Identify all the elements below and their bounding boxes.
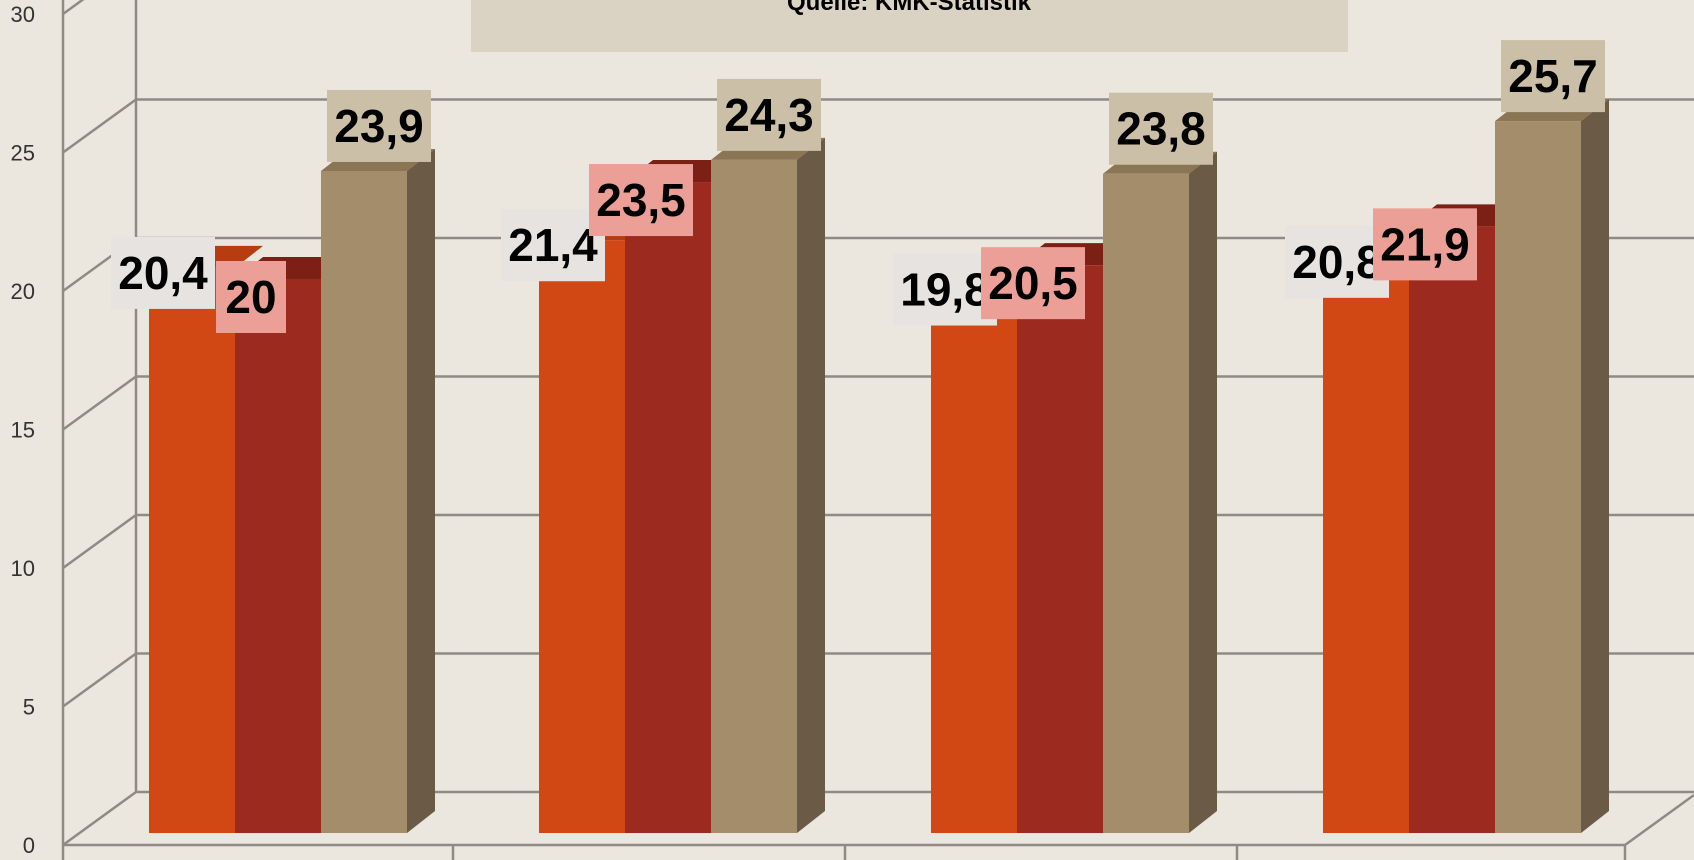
bar-side xyxy=(1581,99,1609,834)
data-label: 21,4 xyxy=(508,219,598,271)
bar xyxy=(235,279,321,833)
bar-side xyxy=(797,137,825,833)
side-gridline xyxy=(62,652,137,708)
data-label-bg xyxy=(589,164,693,237)
data-label: 20,5 xyxy=(988,257,1078,309)
data-label-bg xyxy=(501,209,605,282)
source-box xyxy=(471,0,1348,52)
data-label-bg xyxy=(981,247,1085,320)
side-gridline xyxy=(62,98,137,154)
bar xyxy=(1017,265,1103,833)
data-label-bg xyxy=(1501,40,1605,113)
data-label-bg xyxy=(327,89,431,162)
bar xyxy=(149,267,235,833)
bar xyxy=(1495,121,1581,834)
data-label-bg xyxy=(1373,208,1477,281)
y-tick-label: 0 xyxy=(23,833,35,858)
data-label: 20,8 xyxy=(1292,236,1382,288)
data-label-bg xyxy=(111,236,215,309)
data-label: 23,5 xyxy=(596,174,686,226)
data-label-bg xyxy=(216,261,286,333)
bar-side xyxy=(407,148,435,834)
data-label-bg xyxy=(1285,225,1389,298)
floor-right-edge xyxy=(1624,793,1694,847)
data-label: 23,8 xyxy=(1116,103,1206,155)
bar xyxy=(931,284,1017,833)
bar xyxy=(1323,256,1409,834)
data-label: 20 xyxy=(225,271,276,323)
y-tick-label: 25 xyxy=(11,141,35,166)
side-gridline xyxy=(62,0,85,16)
bar-side xyxy=(1189,151,1217,834)
data-label-bg xyxy=(893,253,997,326)
data-label: 23,9 xyxy=(334,100,424,152)
side-gridline xyxy=(62,790,137,847)
data-label: 24,3 xyxy=(724,89,814,141)
y-tick-label: 20 xyxy=(11,279,35,304)
y-tick-label: 30 xyxy=(11,2,35,27)
bar xyxy=(539,240,625,834)
bar xyxy=(1409,226,1495,833)
bar xyxy=(711,159,797,833)
data-label: 21,9 xyxy=(1380,218,1470,270)
bar xyxy=(321,170,407,834)
data-label-bg xyxy=(1109,92,1213,165)
y-tick-label: 10 xyxy=(11,556,35,581)
side-gridline xyxy=(62,375,137,431)
source-text: Quelle: KMK-Statistik xyxy=(787,0,1032,16)
y-tick-label: 5 xyxy=(23,695,35,720)
data-label-bg xyxy=(717,78,821,151)
bar xyxy=(1103,173,1189,834)
data-label: 20,4 xyxy=(118,247,208,299)
bar xyxy=(625,182,711,834)
data-label: 19,8 xyxy=(900,264,990,316)
data-label: 25,7 xyxy=(1508,50,1598,102)
y-tick-label: 15 xyxy=(11,418,35,443)
side-gridline xyxy=(62,513,137,570)
